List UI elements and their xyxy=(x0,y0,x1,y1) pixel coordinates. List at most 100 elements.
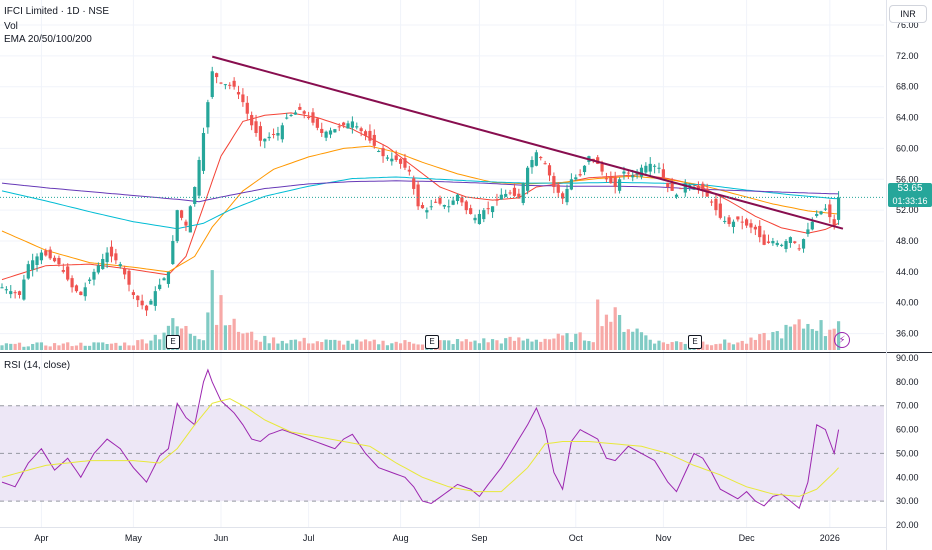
candle[interactable] xyxy=(0,283,4,289)
candle[interactable] xyxy=(412,175,416,195)
candle[interactable] xyxy=(666,182,670,193)
candle[interactable] xyxy=(162,277,166,281)
candle[interactable] xyxy=(215,72,219,84)
candle[interactable] xyxy=(766,234,771,244)
candle[interactable] xyxy=(219,82,223,85)
candle[interactable] xyxy=(4,286,8,294)
candle[interactable] xyxy=(17,290,22,299)
candle[interactable] xyxy=(31,253,35,277)
trendline[interactable] xyxy=(211,55,844,230)
candle[interactable] xyxy=(543,160,547,165)
candle[interactable] xyxy=(723,216,727,224)
candle[interactable] xyxy=(731,219,736,234)
candle[interactable] xyxy=(403,153,407,171)
candle[interactable] xyxy=(66,263,70,282)
candle[interactable] xyxy=(442,204,446,210)
candle[interactable] xyxy=(101,253,105,270)
candle[interactable] xyxy=(434,198,438,204)
candle[interactable] xyxy=(328,127,333,139)
candle[interactable] xyxy=(683,179,687,197)
candle[interactable] xyxy=(508,189,512,196)
volume-legend[interactable]: Vol xyxy=(4,21,18,32)
candle[interactable] xyxy=(486,201,490,215)
rsi-line[interactable] xyxy=(1,368,840,510)
candle[interactable] xyxy=(639,164,644,180)
candle[interactable] xyxy=(499,188,503,200)
candle[interactable] xyxy=(118,261,122,269)
candle[interactable] xyxy=(574,174,578,181)
candle[interactable] xyxy=(131,289,135,300)
lightning-icon[interactable]: ⚡ xyxy=(834,332,850,348)
candle[interactable] xyxy=(171,235,175,266)
candle[interactable] xyxy=(368,124,372,144)
candle[interactable] xyxy=(547,163,552,182)
earnings-marker[interactable]: E xyxy=(688,335,702,349)
candle[interactable] xyxy=(635,169,639,179)
candle[interactable] xyxy=(298,103,302,111)
ema100-line[interactable] xyxy=(1,176,839,230)
candle[interactable] xyxy=(39,249,44,265)
candle[interactable] xyxy=(758,220,762,243)
candle[interactable] xyxy=(280,122,284,143)
candle[interactable] xyxy=(337,123,341,132)
candle[interactable] xyxy=(775,240,779,247)
candle[interactable] xyxy=(438,195,442,206)
candle[interactable] xyxy=(179,209,184,221)
candle[interactable] xyxy=(819,210,823,216)
candle[interactable] xyxy=(285,112,289,120)
candle[interactable] xyxy=(197,156,201,199)
candle[interactable] xyxy=(254,114,258,137)
candle[interactable] xyxy=(136,295,140,308)
candle[interactable] xyxy=(451,196,455,206)
candle[interactable] xyxy=(52,255,57,263)
candle[interactable] xyxy=(92,268,96,286)
candle[interactable] xyxy=(333,128,337,133)
candle[interactable] xyxy=(302,109,306,119)
candle[interactable] xyxy=(644,162,648,175)
candle[interactable] xyxy=(184,219,188,232)
candle[interactable] xyxy=(460,195,464,207)
candle[interactable] xyxy=(153,286,157,311)
candle[interactable] xyxy=(836,191,841,225)
candle[interactable] xyxy=(201,127,206,175)
rsi-legend[interactable]: RSI (14, close) xyxy=(4,360,71,371)
candle[interactable] xyxy=(429,199,433,211)
candle[interactable] xyxy=(653,164,657,174)
candle[interactable] xyxy=(753,224,757,236)
candle[interactable] xyxy=(556,182,560,198)
candle[interactable] xyxy=(140,294,144,310)
earnings-marker[interactable]: E xyxy=(166,335,180,349)
candle[interactable] xyxy=(241,88,245,107)
candle[interactable] xyxy=(394,150,398,162)
candle[interactable] xyxy=(495,193,499,206)
candle[interactable] xyxy=(727,214,731,227)
candle[interactable] xyxy=(355,122,359,130)
candle[interactable] xyxy=(158,278,162,291)
candle[interactable] xyxy=(390,152,394,166)
candle[interactable] xyxy=(801,238,806,253)
candle[interactable] xyxy=(324,130,328,142)
candle[interactable] xyxy=(228,82,232,90)
candle[interactable] xyxy=(407,165,411,176)
candle[interactable] xyxy=(267,132,271,141)
candle[interactable] xyxy=(539,155,543,161)
candle[interactable] xyxy=(144,304,149,316)
candle[interactable] xyxy=(784,239,788,253)
candle[interactable] xyxy=(363,129,368,141)
candle[interactable] xyxy=(771,237,775,246)
candle[interactable] xyxy=(350,116,354,134)
candle[interactable] xyxy=(48,246,52,260)
candle[interactable] xyxy=(114,248,118,265)
candle[interactable] xyxy=(490,206,495,218)
candle[interactable] xyxy=(482,208,486,223)
candle[interactable] xyxy=(469,204,473,215)
candle[interactable] xyxy=(793,240,797,245)
symbol-title[interactable]: IFCI Limited · 1D · NSE xyxy=(4,6,110,17)
candle[interactable] xyxy=(425,207,429,219)
candle[interactable] xyxy=(530,156,534,174)
candle[interactable] xyxy=(223,83,227,90)
candle[interactable] xyxy=(648,157,652,176)
candle[interactable] xyxy=(74,284,79,293)
candle[interactable] xyxy=(70,275,74,293)
candle[interactable] xyxy=(565,184,569,206)
